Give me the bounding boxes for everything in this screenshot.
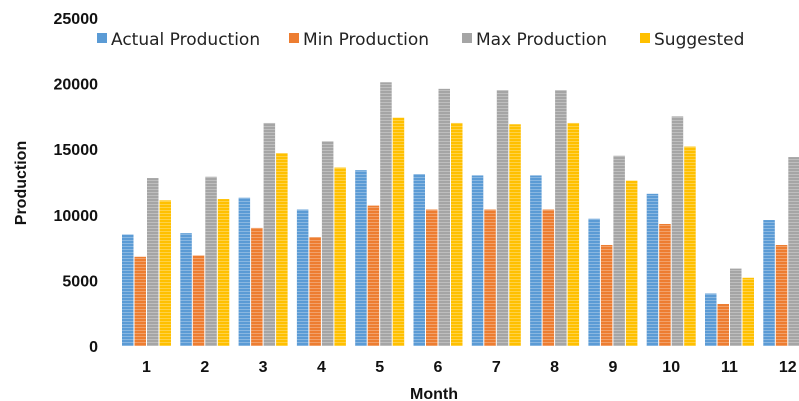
bar-texture bbox=[355, 170, 367, 346]
bar-texture bbox=[742, 277, 754, 346]
bar-texture bbox=[530, 175, 542, 346]
bar-texture bbox=[542, 209, 555, 346]
legend-swatch bbox=[640, 33, 650, 43]
y-axis-title: Production bbox=[13, 141, 30, 225]
bar-texture bbox=[367, 205, 380, 346]
plot-area bbox=[122, 82, 799, 347]
bar-texture bbox=[567, 122, 580, 347]
bar-texture bbox=[471, 175, 484, 346]
x-tick-label: 8 bbox=[550, 359, 559, 376]
bar-texture bbox=[192, 255, 205, 346]
bar-texture bbox=[555, 90, 567, 346]
bar-texture bbox=[321, 141, 334, 346]
bar-texture bbox=[763, 220, 775, 346]
y-tick-label: 0 bbox=[89, 339, 98, 356]
x-tick-label: 6 bbox=[434, 359, 443, 376]
bar-texture bbox=[775, 244, 788, 346]
bar-texture bbox=[705, 293, 717, 346]
bar-texture bbox=[147, 178, 159, 346]
bar-texture bbox=[180, 233, 192, 346]
y-tick-label: 10000 bbox=[54, 208, 99, 225]
x-tick-label: 2 bbox=[200, 359, 209, 376]
bar-texture bbox=[451, 122, 463, 347]
y-tick-label: 15000 bbox=[54, 142, 99, 159]
legend-label: Actual Production bbox=[111, 30, 260, 50]
bar-texture bbox=[588, 218, 600, 346]
bar-texture bbox=[671, 116, 684, 347]
bar-texture bbox=[484, 209, 496, 346]
x-tick-label: 9 bbox=[608, 359, 617, 376]
x-tick-label: 12 bbox=[779, 359, 797, 376]
bar-texture bbox=[392, 117, 405, 346]
bar-texture bbox=[717, 304, 729, 346]
bar-texture bbox=[625, 180, 638, 346]
bar-texture bbox=[276, 153, 288, 346]
bar-texture bbox=[205, 176, 217, 346]
x-tick-label: 7 bbox=[492, 359, 501, 376]
bar-texture bbox=[613, 155, 625, 346]
legend-label: Suggested bbox=[654, 30, 744, 50]
bar-texture bbox=[134, 256, 146, 346]
legend-swatch bbox=[97, 33, 107, 43]
bar-texture bbox=[788, 157, 799, 346]
y-axis: 0 5000 10000 15000 20000 25000 bbox=[54, 11, 99, 356]
x-tick-label: 11 bbox=[721, 359, 738, 376]
x-tick-label: 4 bbox=[317, 359, 326, 376]
bar-texture bbox=[309, 237, 321, 346]
x-tick-label: 3 bbox=[259, 359, 268, 376]
bar-texture bbox=[496, 90, 509, 346]
bar-texture bbox=[263, 122, 276, 347]
bar-texture bbox=[380, 82, 392, 347]
legend-label: Min Production bbox=[303, 30, 429, 50]
bar-texture bbox=[122, 234, 134, 346]
bar-texture bbox=[659, 223, 671, 346]
bar-texture bbox=[334, 167, 346, 346]
bar-texture bbox=[600, 244, 613, 346]
x-tick-label: 1 bbox=[142, 359, 151, 376]
y-tick-label: 25000 bbox=[54, 11, 99, 28]
bar-texture bbox=[251, 227, 263, 346]
legend-label: Max Production bbox=[476, 30, 607, 50]
bar-texture bbox=[509, 124, 521, 346]
x-tick-label: 10 bbox=[662, 359, 680, 376]
bar-texture bbox=[426, 209, 438, 346]
bar-texture bbox=[296, 209, 309, 346]
legend: Actual Production Min Production Max Produ… bbox=[97, 30, 744, 50]
x-axis: 1 2 3 4 5 6 7 8 9 10 11 12 bbox=[142, 359, 797, 376]
x-tick-label: 5 bbox=[375, 359, 384, 376]
bar-texture bbox=[730, 268, 742, 346]
bar-texture bbox=[438, 88, 450, 347]
bar-texture bbox=[413, 174, 425, 346]
bar-texture bbox=[684, 146, 696, 346]
bar-texture bbox=[646, 193, 659, 346]
legend-swatch bbox=[462, 33, 472, 43]
bar-texture bbox=[238, 197, 251, 346]
x-axis-title: Month bbox=[410, 386, 458, 401]
legend-swatch bbox=[289, 33, 299, 43]
bar-texture bbox=[217, 199, 230, 346]
y-tick-label: 5000 bbox=[62, 273, 98, 290]
bar-texture bbox=[159, 200, 171, 346]
y-tick-label: 20000 bbox=[54, 77, 99, 94]
